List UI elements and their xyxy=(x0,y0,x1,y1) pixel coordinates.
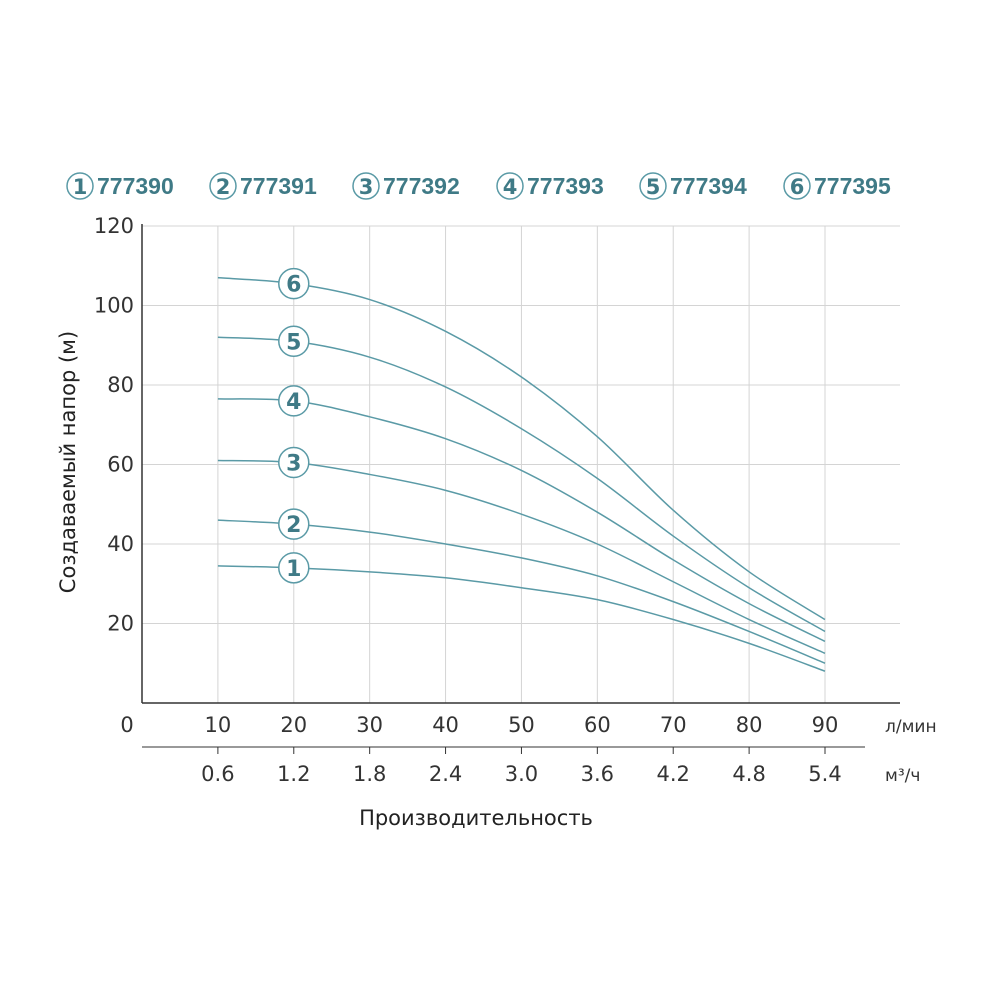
curve-2 xyxy=(217,519,826,664)
chart-legend: 1 777390 2 777391 3 777392 4 777393 5 777394 6 7773… xyxy=(66,172,891,200)
x-axis-title: Производительность xyxy=(359,806,593,830)
x-tick-label-secondary: 3.0 xyxy=(505,762,538,786)
x-tick-label-primary: 60 xyxy=(584,713,611,737)
chart-grid xyxy=(142,225,900,703)
legend-code-6: 777395 xyxy=(814,173,891,199)
curve-label-circle-1 xyxy=(278,552,310,584)
origin-label: 0 xyxy=(120,713,133,737)
curve-label-6: 6 xyxy=(286,273,301,298)
curve-1 xyxy=(217,565,826,672)
legend-number-2: 2 xyxy=(216,175,231,199)
legend-number-3: 3 xyxy=(359,175,374,199)
legend-marker-4 xyxy=(496,172,524,200)
x-tick-label-secondary: 2.4 xyxy=(429,762,462,786)
x-unit-primary: л/мин xyxy=(885,717,937,737)
curve-label-circle-2 xyxy=(278,508,310,540)
curve-4 xyxy=(217,398,826,643)
y-tick-label: 80 xyxy=(107,373,134,397)
curve-3 xyxy=(217,459,826,654)
x-tick-label-secondary: 0.6 xyxy=(201,762,234,786)
x-tick-label-secondary: 4.2 xyxy=(657,762,690,786)
curve-label-circle-6 xyxy=(278,267,310,300)
legend-code-3: 777392 xyxy=(383,173,460,199)
curve-label-4: 4 xyxy=(286,390,301,415)
x-tick-label-secondary: 4.8 xyxy=(732,762,765,786)
curve-label-5: 5 xyxy=(286,330,301,355)
chart-curves xyxy=(217,276,826,672)
curve-label-1: 1 xyxy=(286,557,301,582)
legend-marker-2 xyxy=(209,172,237,200)
x-tick-label-secondary: 5.4 xyxy=(808,762,841,786)
x-tick-label-secondary: 1.8 xyxy=(353,762,386,786)
x-tick-label-secondary: 3.6 xyxy=(581,762,614,786)
legend-code-4: 777393 xyxy=(527,173,604,199)
legend-code-5: 777394 xyxy=(670,173,747,199)
x-tick-label-primary: 90 xyxy=(812,713,839,737)
x-tick-label-primary: 10 xyxy=(205,713,232,737)
y-tick-label: 120 xyxy=(94,214,134,238)
chart-labels: 1 2 3 4 5 6 xyxy=(278,267,310,584)
curve-label-circle-5 xyxy=(278,325,310,358)
legend-marker-1 xyxy=(66,172,94,200)
x-unit-secondary: м³/ч xyxy=(885,766,920,786)
x-tick-label-primary: 50 xyxy=(508,713,535,737)
curve-5 xyxy=(217,336,826,633)
curve-label-2: 2 xyxy=(286,513,301,538)
x-tick-label-primary: 30 xyxy=(356,713,383,737)
legend-marker-6 xyxy=(783,172,811,200)
curve-6 xyxy=(217,276,826,621)
x-tick-label-primary: 80 xyxy=(736,713,763,737)
curve-label-3: 3 xyxy=(286,452,301,477)
y-tick-label: 20 xyxy=(107,612,134,636)
legend-number-1: 1 xyxy=(73,175,88,199)
legend-number-4: 4 xyxy=(503,175,518,199)
curve-label-circle-4 xyxy=(278,385,310,417)
legend-code-1: 777390 xyxy=(97,173,174,199)
curve-label-circle-3 xyxy=(278,446,310,479)
x-tick-label-secondary: 1.2 xyxy=(277,762,310,786)
y-tick-label: 60 xyxy=(107,453,134,477)
y-tick-label: 40 xyxy=(107,532,134,556)
x-tick-label-primary: 20 xyxy=(280,713,307,737)
y-tick-label: 100 xyxy=(94,294,134,318)
x-tick-label-primary: 40 xyxy=(432,713,459,737)
legend-marker-5 xyxy=(639,172,667,200)
legend-code-2: 777391 xyxy=(240,173,317,199)
chart-axes: 20 40 60 80 100 120 0 10 20 30 40 50 60 70 80 90 л/мин 0.… xyxy=(56,214,937,830)
legend-number-6: 6 xyxy=(790,175,805,199)
legend-marker-3 xyxy=(352,172,380,200)
x-tick-label-primary: 70 xyxy=(660,713,687,737)
y-axis-title: Создаваемый напор (м) xyxy=(56,331,80,593)
legend-number-5: 5 xyxy=(646,175,661,199)
